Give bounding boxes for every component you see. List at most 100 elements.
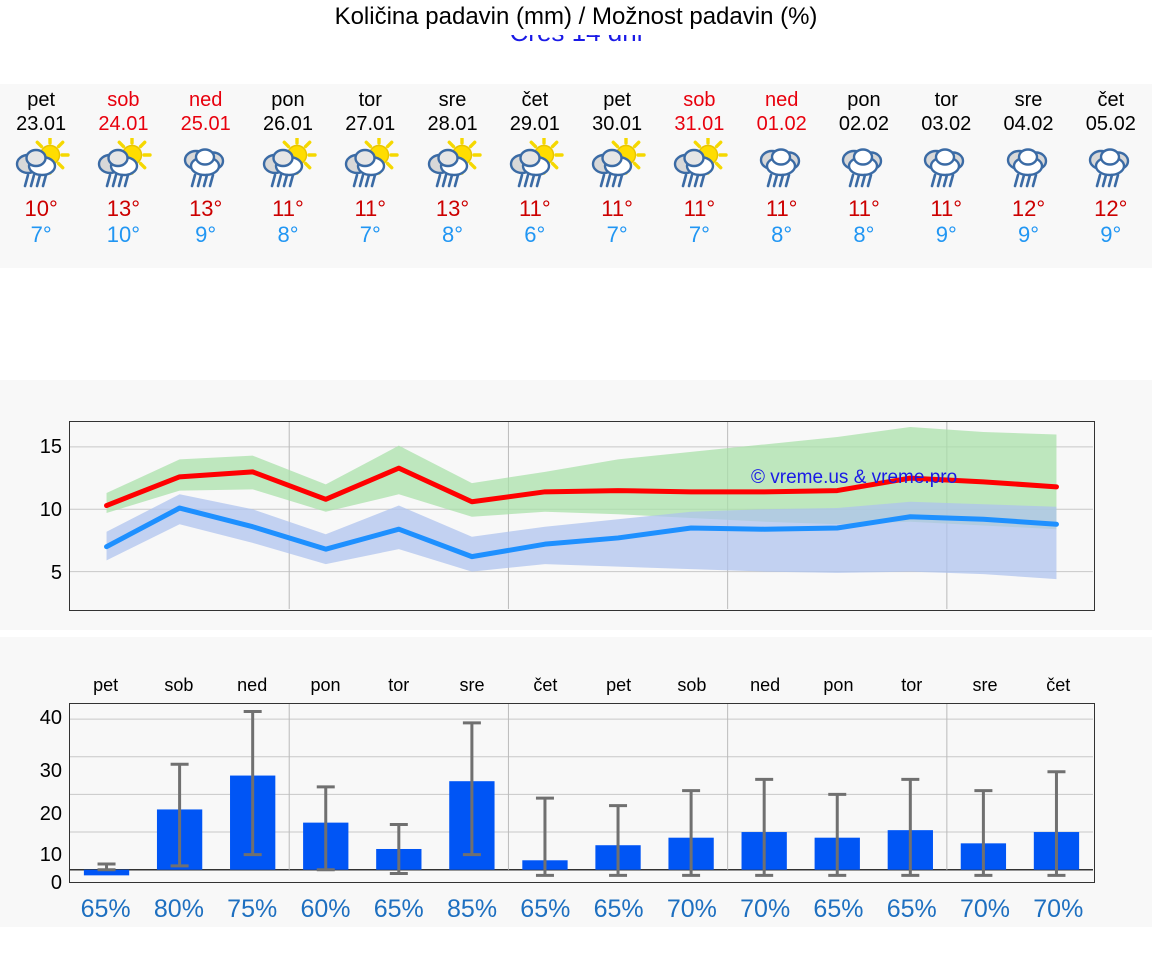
- day-name: sre: [438, 89, 467, 111]
- precip-day-label-13: sre: [972, 675, 998, 695]
- temperature-plot-svg: [70, 422, 1093, 609]
- precipitation-chart-title: Količina padavin (mm) / Možnost padavin …: [0, 2, 1152, 32]
- day-max-temp: 11°: [848, 196, 880, 221]
- precip-day-label-3: ned: [237, 675, 268, 695]
- precip-probability-3: 75%: [227, 895, 278, 923]
- day-date: 03.02: [921, 113, 972, 135]
- day-date: 25.01: [180, 113, 231, 135]
- precip-day-label-4: pon: [310, 675, 341, 695]
- day-max-temp: 11°: [601, 196, 633, 221]
- forecast-day-13[interactable]: sre 04.02 12° 9°: [987, 84, 1069, 268]
- forecast-day-1[interactable]: pet 23.01 10° 7°: [0, 84, 82, 268]
- forecast-day-5[interactable]: tor 27.01 11° 7°: [329, 84, 411, 268]
- precip-day-label-10: ned: [750, 675, 781, 695]
- day-max-temp: 11°: [272, 196, 304, 221]
- precip-probability-5: 65%: [373, 895, 424, 923]
- forecast-day-10[interactable]: ned 01.02 11° 8°: [741, 84, 823, 268]
- day-date: 29.01: [509, 113, 560, 135]
- day-min-temp: 8°: [442, 222, 464, 247]
- day-name: sre: [1014, 89, 1043, 111]
- day-max-temp: 13°: [435, 196, 470, 221]
- precip-probability-12: 65%: [886, 895, 937, 923]
- precipitation-day-labels: pet sob ned pon tor sre čet pet sob ned pon tor sre č…: [69, 675, 1095, 699]
- forecast-day-2[interactable]: sob 24.01 13° 10°: [82, 84, 164, 268]
- forecast-day-9[interactable]: sob 31.01 11° 7°: [658, 84, 740, 268]
- precip-probability-8: 65%: [593, 895, 644, 923]
- day-max-temp: 11°: [765, 196, 798, 221]
- sun-cloud-rain-icon: [251, 138, 325, 194]
- precip-day-label-6: sre: [459, 675, 485, 695]
- precipitation-chart: [69, 703, 1095, 883]
- precip-day-label-12: tor: [901, 675, 923, 695]
- cloud-rain-icon: [745, 138, 819, 194]
- day-date: 05.02: [1085, 113, 1136, 135]
- daily-forecast-strip: pet 23.01 10° 7° sob 24.01 13° 10° ned 25.01 13° 9°…: [0, 84, 1152, 268]
- sun-cloud-rain-icon: [333, 138, 407, 194]
- day-date: 02.02: [838, 113, 889, 135]
- day-min-temp: 7°: [688, 222, 710, 247]
- day-max-temp: 13°: [189, 196, 223, 221]
- day-name: pet: [603, 89, 632, 111]
- cloud-rain-icon: [169, 138, 243, 194]
- day-date: 24.01: [98, 113, 149, 135]
- day-name: pet: [27, 89, 56, 111]
- forecast-day-6[interactable]: sre 28.01 13° 8°: [411, 84, 493, 268]
- day-max-temp: 10°: [24, 196, 58, 221]
- day-min-temp: 8°: [771, 222, 793, 247]
- forecast-day-3[interactable]: ned 25.01 13° 9°: [165, 84, 247, 268]
- precip-probability-14: 70%: [1033, 895, 1084, 923]
- forecast-day-11[interactable]: pon 02.02 11° 8°: [823, 84, 905, 268]
- day-min-temp: 9°: [1017, 222, 1040, 247]
- day-max-temp: 11°: [683, 196, 716, 221]
- day-min-temp: 8°: [277, 222, 299, 247]
- day-name: ned: [189, 89, 223, 111]
- day-date: 27.01: [345, 113, 396, 135]
- sun-cloud-rain-icon: [580, 138, 654, 194]
- day-name: sob: [683, 89, 716, 111]
- precip-day-label-14: čet: [1046, 675, 1071, 695]
- precip-ytick-40: 40: [39, 707, 62, 729]
- forecast-day-14[interactable]: čet 05.02 12° 9°: [1070, 84, 1152, 268]
- day-date: 04.02: [1003, 113, 1054, 135]
- precip-day-label-8: pet: [606, 675, 632, 695]
- day-date: 28.01: [427, 113, 478, 135]
- day-min-temp: 9°: [1100, 222, 1122, 247]
- forecast-day-8[interactable]: pet 30.01 11° 7°: [576, 84, 658, 268]
- day-name: ned: [764, 89, 799, 111]
- day-name: tor: [934, 89, 958, 111]
- day-max-temp: 12°: [1094, 196, 1128, 221]
- day-date: 30.01: [592, 113, 643, 135]
- cloud-rain-icon: [992, 138, 1066, 194]
- day-name: pon: [847, 89, 881, 111]
- sun-cloud-rain-icon: [416, 138, 490, 194]
- day-min-temp: 10°: [106, 222, 141, 247]
- temp-ytick-5: 5: [50, 562, 62, 584]
- day-name: čet: [1097, 89, 1125, 111]
- sun-cloud-rain-icon: [498, 138, 572, 194]
- forecast-day-7[interactable]: čet 29.01 11° 6°: [494, 84, 576, 268]
- temp-ytick-15: 15: [39, 436, 62, 458]
- precip-probability-6: 85%: [447, 895, 498, 923]
- forecast-day-4[interactable]: pon 26.01 11° 8°: [247, 84, 329, 268]
- day-max-temp: 11°: [930, 196, 963, 221]
- precip-day-label-2: sob: [164, 675, 194, 695]
- page-footer: [0, 929, 1152, 975]
- day-date: 31.01: [674, 113, 725, 135]
- day-date: 01.02: [756, 113, 807, 135]
- spacer: [0, 268, 1152, 380]
- day-min-temp: 7°: [359, 222, 381, 247]
- day-min-temp: 9°: [935, 222, 957, 247]
- temp-ytick-10: 10: [39, 499, 62, 521]
- precip-day-label-7: čet: [533, 675, 558, 695]
- day-name: čet: [521, 89, 549, 111]
- day-max-temp: 13°: [106, 196, 141, 221]
- temperature-chart: [69, 421, 1095, 611]
- day-date: 23.01: [16, 113, 67, 135]
- precipitation-probability-row: 65% 80% 75% 60% 65% 85% 65% 65% 70% 70% 65% 65% 70% 7…: [69, 895, 1095, 929]
- sun-cloud-rain-icon: [86, 138, 160, 194]
- precip-probability-4: 60%: [300, 895, 351, 923]
- copyright-watermark: © vreme.us & vreme.pro: [751, 467, 958, 488]
- precip-probability-11: 65%: [813, 895, 864, 923]
- forecast-day-12[interactable]: tor 03.02 11° 9°: [905, 84, 987, 268]
